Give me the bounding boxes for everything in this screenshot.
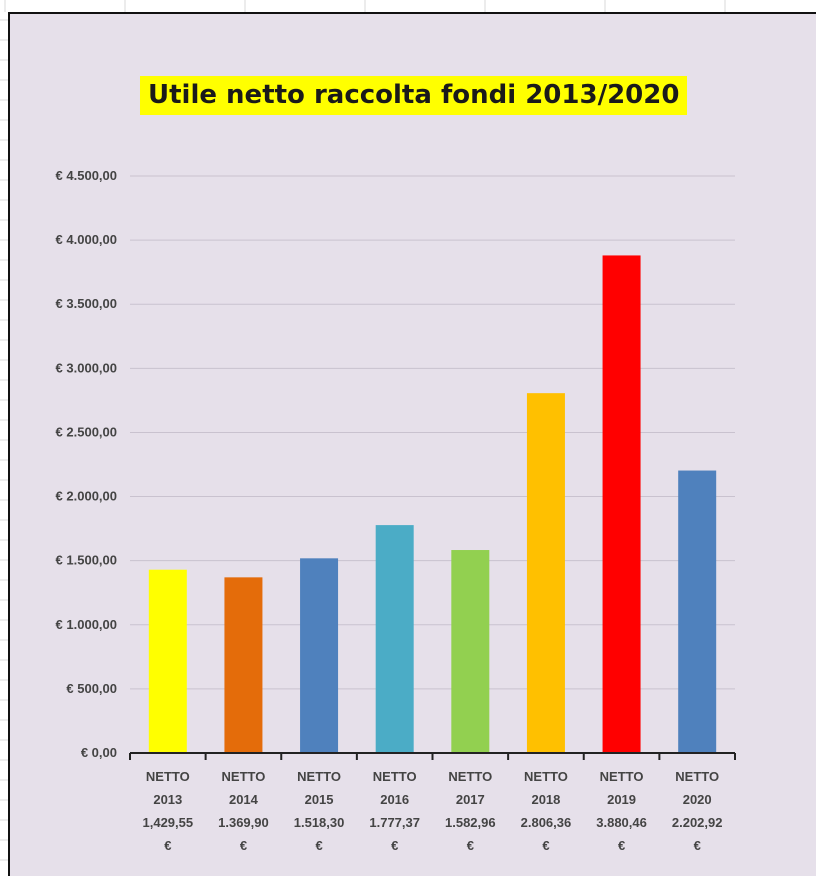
bar-2013[interactable]: [148, 569, 187, 753]
x-category-label: NETTO 2018 2.806,36 €: [521, 769, 572, 853]
bar-2019[interactable]: [602, 255, 641, 754]
x-category-label: NETTO 2017 1.582,96 €: [445, 769, 496, 853]
y-tick-label: € 3.000,00: [56, 360, 117, 375]
y-tick-label: € 4.000,00: [56, 232, 117, 247]
bar-2016[interactable]: [375, 525, 414, 753]
x-category-label: NETTO 2019 3.880,46 €: [596, 769, 647, 853]
bar-2015[interactable]: [300, 558, 339, 753]
y-tick-label: € 500,00: [66, 681, 117, 696]
x-category-label: NETTO 2013 1,429,55 €: [143, 769, 194, 853]
y-tick-label: € 3.500,00: [56, 296, 117, 311]
x-category-label: NETTO 2014 1.369,90 €: [218, 769, 269, 853]
chart-title: Utile netto raccolta fondi 2013/2020: [140, 76, 688, 115]
x-category-label: NETTO 2016 1.777,37 €: [369, 769, 420, 853]
bar-2017[interactable]: [451, 550, 490, 753]
bar-2014[interactable]: [224, 577, 263, 753]
y-tick-label: € 2.500,00: [56, 424, 117, 439]
x-category-label: NETTO 2015 1.518,30 €: [294, 769, 345, 853]
x-category-label: NETTO 2020 2.202,92 €: [672, 769, 723, 853]
y-tick-label: € 2.000,00: [56, 489, 117, 504]
y-tick-label: € 0,00: [81, 745, 117, 760]
y-tick-label: € 4.500,00: [56, 168, 117, 183]
bar-2018[interactable]: [526, 393, 565, 753]
y-tick-label: € 1.500,00: [56, 553, 117, 568]
y-tick-label: € 1.000,00: [56, 617, 117, 632]
bar-2020[interactable]: [678, 470, 717, 753]
